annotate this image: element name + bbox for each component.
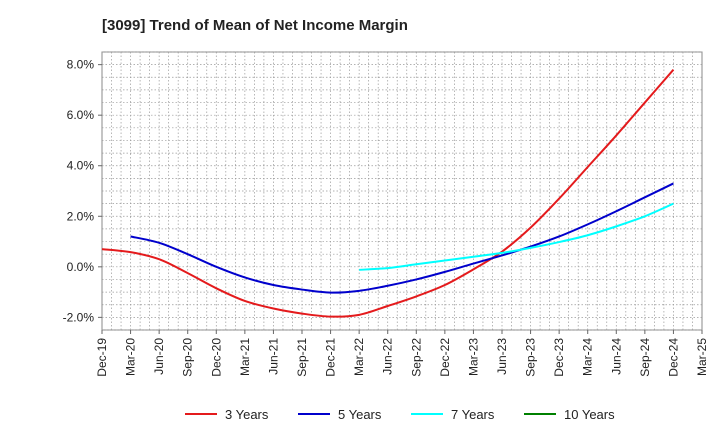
y-tick-label: 2.0% (67, 209, 95, 223)
x-tick-label: Mar-22 (352, 338, 366, 376)
x-tick-label: Jun-20 (152, 338, 166, 375)
series-line-5-years (130, 182, 674, 294)
x-tick-label: Sep-20 (181, 338, 195, 377)
y-tick-label: 4.0% (67, 159, 95, 173)
y-tick-label: 8.0% (67, 58, 95, 72)
y-tick-label: -2.0% (63, 310, 95, 324)
legend-label-3-years: 3 Years (225, 407, 269, 422)
x-tick-label: Sep-22 (409, 338, 423, 377)
x-tick-label: Mar-20 (124, 338, 138, 376)
y-tick-label: 0.0% (67, 260, 95, 274)
x-tick-label: Dec-22 (438, 338, 452, 377)
series-line-3-years (101, 69, 675, 318)
series-line-7-years (359, 202, 674, 271)
x-tick-label: Sep-23 (524, 338, 538, 377)
x-tick-label: Mar-25 (695, 338, 709, 376)
y-tick-label: 6.0% (67, 108, 95, 122)
x-tick-label: Mar-24 (581, 338, 595, 376)
legend: 3 Years 5 Years 7 Years 10 Years (185, 407, 615, 422)
x-tick-label: Dec-24 (666, 338, 680, 377)
x-tick-label: Dec-19 (95, 338, 109, 377)
x-axis: Dec-19 Mar-20 Jun-20 Sep-20 Dec-20 Mar-21 Jun-… (95, 330, 709, 377)
legend-label-7-years: 7 Years (451, 407, 495, 422)
x-tick-label: Dec-23 (552, 338, 566, 377)
x-tick-label: Jun-24 (609, 338, 623, 375)
x-tick-label: Jun-23 (495, 338, 509, 375)
series-lines (101, 69, 675, 318)
y-axis: 8.0% 6.0% 4.0% 2.0% 0.0% -2.0% (63, 58, 102, 324)
x-tick-label: Jun-21 (266, 338, 280, 375)
x-tick-label: Sep-24 (638, 338, 652, 377)
x-tick-label: Dec-21 (324, 338, 338, 377)
x-tick-label: Dec-20 (209, 338, 223, 377)
x-tick-label: Sep-21 (295, 338, 309, 377)
x-tick-label: Jun-22 (381, 338, 395, 375)
x-tick-label: Mar-21 (238, 338, 252, 376)
plot-area (101, 51, 703, 331)
chart-title: [3099] Trend of Mean of Net Income Margi… (102, 17, 408, 34)
legend-label-10-years: 10 Years (564, 407, 615, 422)
x-tick-label: Mar-23 (466, 338, 480, 376)
legend-label-5-years: 5 Years (338, 407, 382, 422)
